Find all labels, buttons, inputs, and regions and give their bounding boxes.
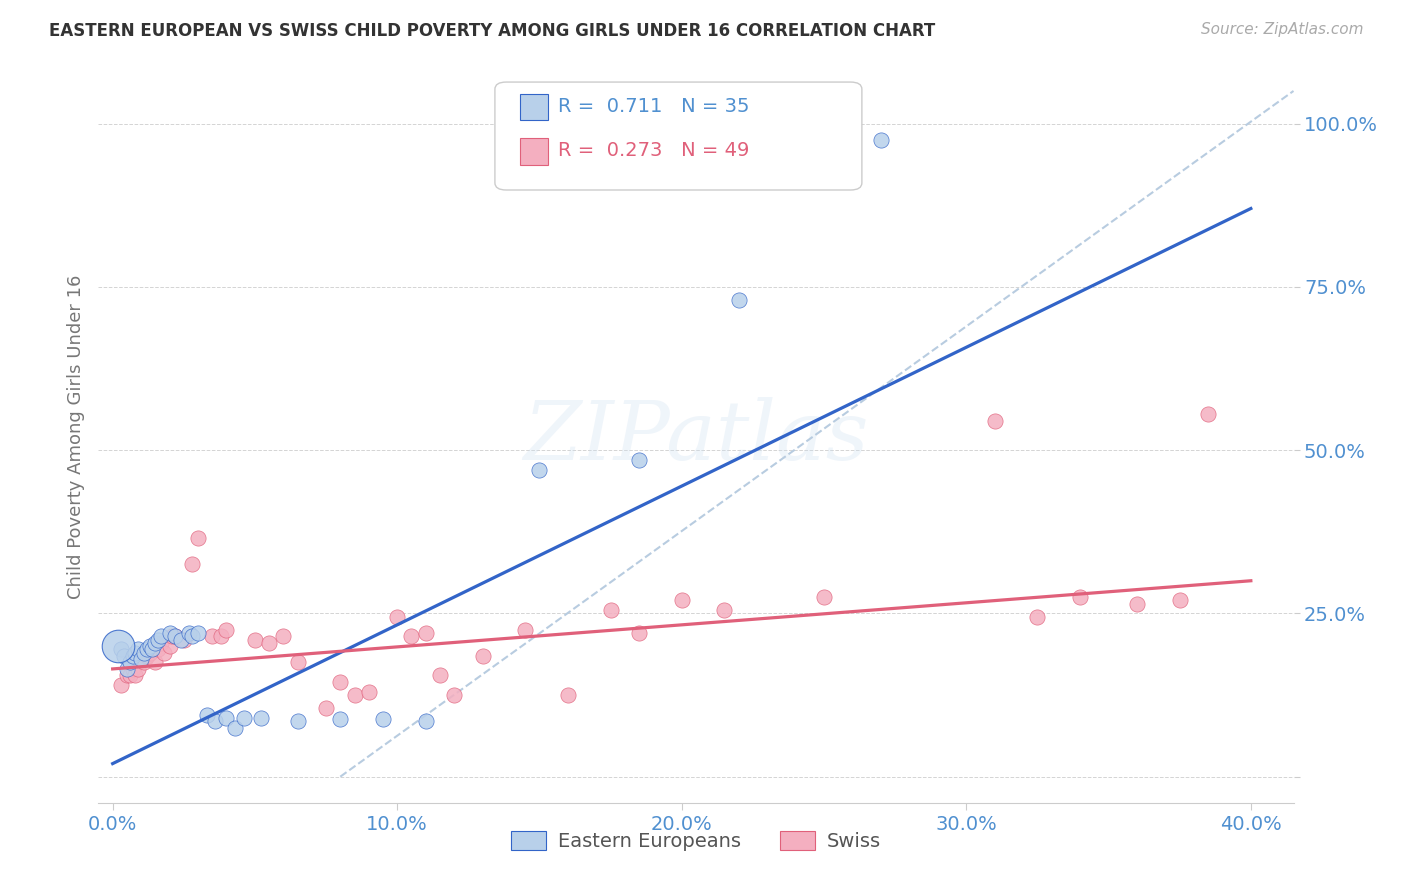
Text: EASTERN EUROPEAN VS SWISS CHILD POVERTY AMONG GIRLS UNDER 16 CORRELATION CHART: EASTERN EUROPEAN VS SWISS CHILD POVERTY … (49, 22, 935, 40)
Point (138, 646, 160, 660)
Point (127, 662, 149, 676)
Point (232, 711, 254, 725)
Point (243, 632, 266, 647)
Text: ZIPatlas: ZIPatlas (523, 397, 869, 477)
Point (165, 629, 187, 643)
Point (143, 636, 166, 650)
Point (159, 626, 181, 640)
Point (257, 636, 280, 650)
Point (429, 668, 451, 682)
Point (515, 623, 537, 637)
Point (557, 688, 579, 702)
Point (165, 629, 187, 643)
Point (148, 632, 170, 647)
Point (138, 639, 160, 653)
Point (107, 639, 129, 653)
Point (173, 632, 195, 647)
Point (215, 711, 238, 725)
Point (273, 629, 295, 643)
Point (132, 656, 155, 670)
Text: R =  0.273   N = 49: R = 0.273 N = 49 (558, 141, 749, 161)
Point (110, 642, 132, 657)
Text: R =  0.711   N = 35: R = 0.711 N = 35 (558, 96, 749, 116)
Point (599, 603, 621, 617)
Point (150, 636, 173, 650)
Point (415, 626, 437, 640)
Point (148, 642, 170, 657)
Point (181, 629, 204, 643)
Point (287, 656, 309, 670)
Point (671, 593, 693, 607)
Point (162, 629, 184, 643)
Point (115, 662, 138, 676)
Point (195, 707, 218, 722)
Point (118, 668, 141, 682)
Point (315, 701, 337, 715)
Point (124, 668, 146, 682)
Point (141, 642, 163, 657)
Point (343, 688, 366, 702)
Point (870, 133, 893, 147)
Point (1069, 590, 1091, 604)
Point (181, 558, 204, 572)
Point (1026, 609, 1049, 624)
Point (115, 668, 138, 682)
Point (385, 609, 409, 624)
Point (187, 626, 209, 640)
Point (159, 639, 181, 653)
Point (187, 531, 209, 545)
Point (127, 642, 149, 657)
Point (249, 711, 271, 725)
Point (121, 648, 143, 663)
Point (124, 646, 146, 660)
Point (529, 463, 551, 477)
Point (118, 656, 141, 670)
Legend: Eastern Europeans, Swiss: Eastern Europeans, Swiss (503, 823, 889, 859)
Point (201, 629, 224, 643)
Point (132, 646, 155, 660)
Point (135, 648, 157, 663)
Point (287, 714, 309, 728)
Point (135, 642, 157, 657)
Point (371, 712, 394, 726)
Point (329, 675, 352, 690)
Point (1197, 407, 1219, 421)
Point (357, 685, 380, 699)
Point (443, 688, 465, 702)
Point (628, 453, 651, 467)
Point (215, 623, 238, 637)
Point (713, 603, 735, 617)
Point (813, 590, 835, 604)
Point (204, 714, 226, 728)
Point (415, 714, 437, 728)
Point (150, 629, 173, 643)
Point (129, 652, 152, 666)
Point (170, 632, 193, 647)
Point (984, 414, 1007, 428)
Y-axis label: Child Poverty Among Girls Under 16: Child Poverty Among Girls Under 16 (66, 275, 84, 599)
Point (143, 656, 166, 670)
Point (401, 629, 423, 643)
Point (179, 626, 201, 640)
Point (110, 678, 132, 692)
Point (209, 629, 232, 643)
Point (1168, 593, 1191, 607)
Point (121, 662, 143, 676)
Point (1126, 597, 1149, 611)
Point (727, 293, 749, 307)
Point (112, 648, 135, 663)
Text: Source: ZipAtlas.com: Source: ZipAtlas.com (1201, 22, 1364, 37)
Point (153, 646, 176, 660)
Point (628, 626, 651, 640)
Point (329, 712, 352, 726)
Point (224, 721, 246, 735)
Point (471, 648, 494, 663)
